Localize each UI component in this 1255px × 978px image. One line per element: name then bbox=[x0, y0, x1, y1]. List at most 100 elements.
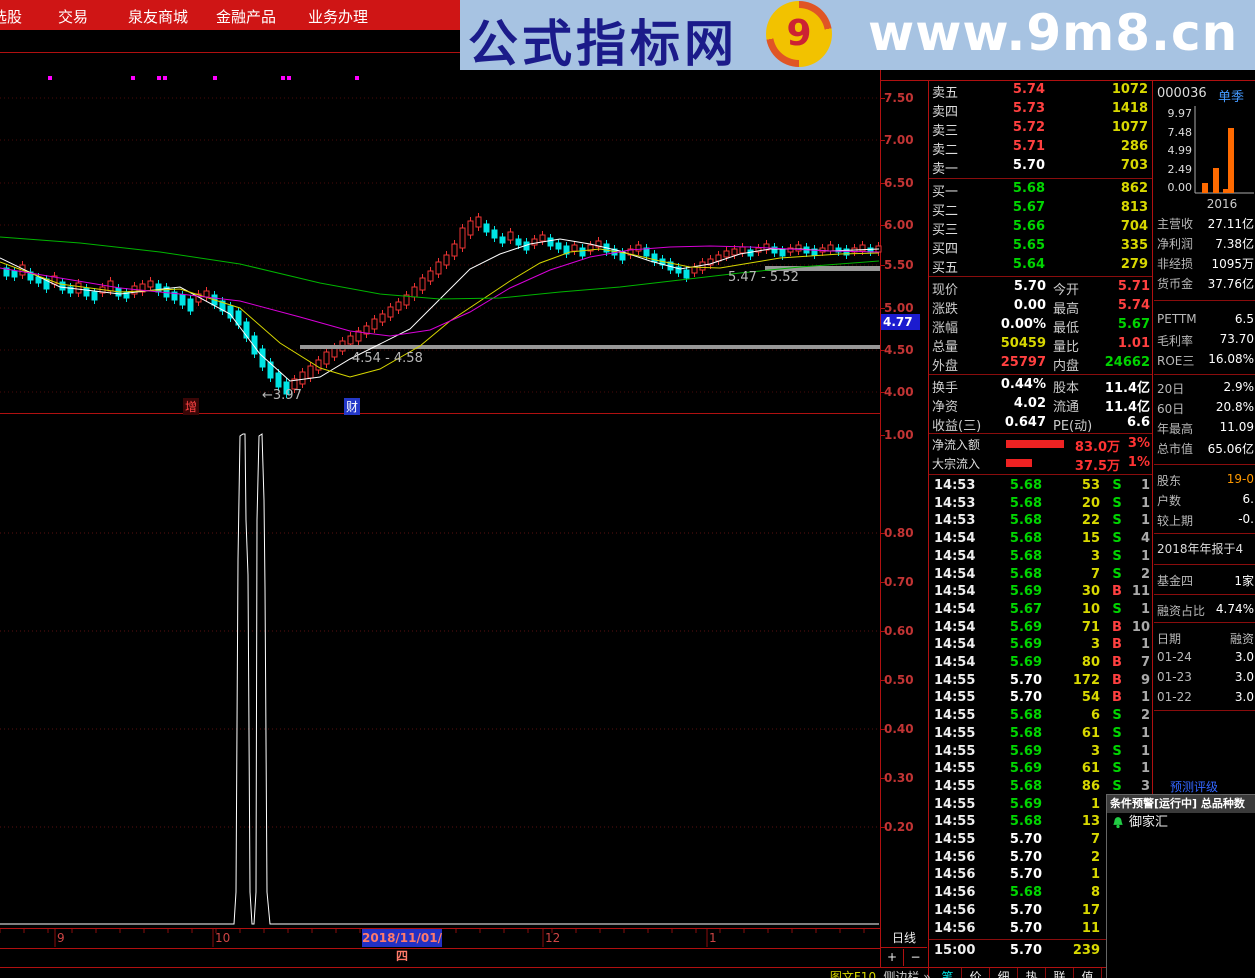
tick-row-11[interactable]: 14:55 5.70 172 B 9 bbox=[932, 673, 1150, 689]
sidebar-toggle[interactable]: 侧边栏 » bbox=[883, 970, 931, 978]
quote-value-2: 5.71 bbox=[1117, 279, 1150, 294]
valuation-row-1-value: 73.70 bbox=[1219, 332, 1254, 346]
level-price: 5.64 bbox=[1012, 257, 1045, 272]
quote-value-1: 25797 bbox=[1000, 355, 1046, 370]
tick-row-1[interactable]: 14:53 5.68 20 S 1 bbox=[932, 496, 1150, 512]
menu-item-4[interactable]: 业务办理 bbox=[308, 8, 369, 26]
quote-value-2: 6.6 bbox=[1126, 415, 1150, 430]
bid-row-2[interactable]: 买三 5.66 704 bbox=[932, 219, 1150, 238]
menu-item-2[interactable]: 泉友商城 bbox=[128, 8, 189, 26]
price-axis-label-0: 7.50 bbox=[884, 91, 914, 105]
indicator-axis-label-3: 0.60 bbox=[884, 624, 914, 638]
tick-row-16[interactable]: 14:55 5.69 61 S 1 bbox=[932, 761, 1150, 777]
tick-row-15[interactable]: 14:55 5.69 3 S 1 bbox=[932, 744, 1150, 760]
financial-row-1-label: 净利润 bbox=[1157, 237, 1194, 251]
tab-quarterly[interactable]: 单季 bbox=[1218, 90, 1245, 105]
menu-item-0[interactable]: 选股 bbox=[0, 8, 23, 26]
tick-row-19[interactable]: 14:55 5.68 13 bbox=[932, 814, 1150, 830]
tick-row-25[interactable]: 14:56 5.70 11 bbox=[932, 921, 1150, 937]
price-axis-tick-7 bbox=[880, 392, 885, 393]
mini-chart-y-label-2: 4.99 bbox=[1167, 144, 1193, 157]
selected-date-label: 2018/11/01/四 bbox=[362, 929, 442, 963]
price-axis-label-1: 7.00 bbox=[884, 133, 914, 147]
period-selector[interactable]: 日线 bbox=[881, 930, 927, 948]
bid-row-0[interactable]: 买一 5.68 862 bbox=[932, 181, 1150, 200]
alert-popup-title[interactable]: 条件预警[运行中] 总品种数 bbox=[1107, 795, 1255, 813]
tick-row-8[interactable]: 14:54 5.69 71 B 10 bbox=[932, 620, 1150, 636]
last-tick-row[interactable]: 15:00 5.70 239 bbox=[932, 943, 1150, 960]
tick-row-22[interactable]: 14:56 5.70 1 bbox=[932, 867, 1150, 883]
tick-row-3[interactable]: 14:54 5.68 15 S 4 bbox=[932, 531, 1150, 547]
ask-row-3[interactable]: 卖二 5.71 286 bbox=[932, 139, 1150, 158]
tick-row-23[interactable]: 14:56 5.68 8 bbox=[932, 885, 1150, 901]
tick-time: 14:56 bbox=[934, 903, 976, 918]
forecast-rating-link[interactable]: 预测评级 bbox=[1170, 780, 1219, 794]
tick-volume: 8 bbox=[1090, 885, 1100, 900]
holders-row-2-label: 较上期 bbox=[1157, 514, 1194, 528]
tick-row-7[interactable]: 14:54 5.67 10 S 1 bbox=[932, 602, 1150, 618]
ask-row-1[interactable]: 卖四 5.73 1418 bbox=[932, 101, 1150, 120]
indicator-axis-tick-3 bbox=[880, 631, 885, 632]
quote-label-2: 量比 bbox=[1053, 340, 1080, 355]
bid-row-1[interactable]: 买二 5.67 813 bbox=[932, 200, 1150, 219]
tick-row-2[interactable]: 14:53 5.68 22 S 1 bbox=[932, 513, 1150, 529]
tick-side: B bbox=[1112, 673, 1122, 688]
tick-row-12[interactable]: 14:55 5.70 54 B 1 bbox=[932, 690, 1150, 706]
tick-row-0[interactable]: 14:53 5.68 53 S 1 bbox=[932, 478, 1150, 494]
tick-count: 1 bbox=[1140, 726, 1150, 741]
ask-row-0[interactable]: 卖五 5.74 1072 bbox=[932, 82, 1150, 101]
tick-row-21[interactable]: 14:56 5.70 2 bbox=[932, 850, 1150, 866]
quote-label-1: 涨跌 bbox=[932, 302, 959, 317]
tick-side: S bbox=[1112, 744, 1122, 759]
valuation-row-0-value: 6.5 bbox=[1234, 312, 1254, 326]
tick-row-20[interactable]: 14:55 5.70 7 bbox=[932, 832, 1150, 848]
menu-item-3[interactable]: 金融产品 bbox=[216, 8, 277, 26]
tick-row-4[interactable]: 14:54 5.68 3 S 1 bbox=[932, 549, 1150, 565]
zoom-out-button[interactable]: − bbox=[910, 950, 921, 964]
panel-top-frame bbox=[880, 80, 1255, 81]
indicator-axis-label-0: 1.00 bbox=[884, 428, 914, 442]
tick-row-24[interactable]: 14:56 5.70 17 bbox=[932, 903, 1150, 919]
bottom-tab-5[interactable]: 值 bbox=[1074, 968, 1102, 978]
date-tick-2: 12 bbox=[545, 931, 561, 945]
alert-item[interactable]: 御家汇 bbox=[1107, 813, 1255, 833]
bid-row-3[interactable]: 买四 5.65 335 bbox=[932, 238, 1150, 257]
quote-label-2: 最低 bbox=[1053, 321, 1080, 336]
tick-volume: 17 bbox=[1081, 903, 1100, 918]
tick-row-13[interactable]: 14:55 5.68 6 S 2 bbox=[932, 708, 1150, 724]
tick-volume: 172 bbox=[1072, 673, 1100, 688]
momentum-row-0-value: 2.9% bbox=[1223, 380, 1255, 394]
tick-row-14[interactable]: 14:55 5.68 61 S 1 bbox=[932, 726, 1150, 742]
financial-row-2-label: 非经损 bbox=[1157, 257, 1194, 271]
menu-item-1[interactable]: 交易 bbox=[58, 8, 89, 26]
bottom-tab-4[interactable]: 联 bbox=[1046, 968, 1074, 978]
tick-row-10[interactable]: 14:54 5.69 80 B 7 bbox=[932, 655, 1150, 671]
quote-row-0: 现价 5.70 今开 5.71 bbox=[932, 279, 1150, 298]
tick-row-5[interactable]: 14:54 5.68 7 S 2 bbox=[932, 567, 1150, 583]
ask-row-4[interactable]: 卖一 5.70 703 bbox=[932, 158, 1150, 177]
bid-row-4[interactable]: 买五 5.64 279 bbox=[932, 257, 1150, 276]
f10-button[interactable]: 图文F10 bbox=[829, 970, 877, 978]
zoom-in-button[interactable]: + bbox=[881, 949, 904, 966]
ask-row-2[interactable]: 卖三 5.72 1077 bbox=[932, 120, 1150, 139]
quote-value-1: 4.02 bbox=[1013, 396, 1046, 411]
bottom-tab-2[interactable]: 细 bbox=[990, 968, 1018, 978]
bottom-tab-3[interactable]: 热 bbox=[1018, 968, 1046, 978]
tick-volume: 3 bbox=[1090, 549, 1100, 564]
financial-row-3-value: 37.76亿 bbox=[1207, 277, 1254, 291]
bottom-tab-0[interactable]: 笔 bbox=[934, 968, 962, 978]
holders-row-2-value: -0. bbox=[1238, 512, 1254, 526]
bottom-tab-1[interactable]: 价 bbox=[962, 968, 990, 978]
tick-row-17[interactable]: 14:55 5.68 86 S 3 bbox=[932, 779, 1150, 795]
momentum-row-1-value: 20.8% bbox=[1215, 400, 1254, 414]
tick-side: S bbox=[1112, 779, 1122, 794]
quote-row-1: 涨跌 0.00 最高 5.74 bbox=[932, 298, 1150, 317]
tick-time: 14:53 bbox=[934, 513, 976, 528]
tick-row-18[interactable]: 14:55 5.69 1 bbox=[932, 797, 1150, 813]
tick-price: 5.68 bbox=[1009, 531, 1042, 546]
tick-row-9[interactable]: 14:54 5.69 3 B 1 bbox=[932, 637, 1150, 653]
panel-left-frame bbox=[928, 80, 929, 978]
tick-row-6[interactable]: 14:54 5.69 30 B 11 bbox=[932, 584, 1150, 600]
tick-time: 14:55 bbox=[934, 673, 976, 688]
